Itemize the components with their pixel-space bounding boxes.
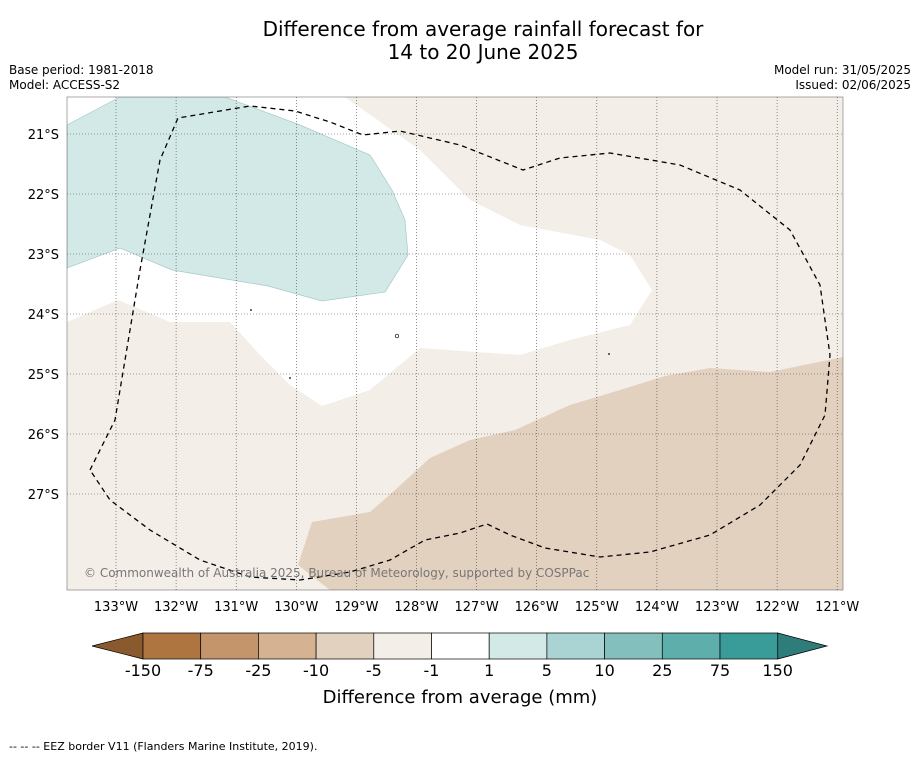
model-run-label: Model run: 31/05/2025 xyxy=(773,63,911,77)
colorbar-tick-label: 1 xyxy=(484,661,494,680)
chart-title: Difference from average rainfall forecas… xyxy=(0,18,919,64)
longitude-label: 128°W xyxy=(394,600,438,615)
longitude-label: 126°W xyxy=(515,600,559,615)
colorbar-swatch xyxy=(488,632,548,660)
longitude-label: 125°W xyxy=(575,600,619,615)
base-period-label: Base period: 1981-2018 xyxy=(9,63,154,77)
latitude-label: 26°S xyxy=(28,428,59,443)
meta-right: Model run: 31/05/2025 Issued: 02/06/2025 xyxy=(774,63,911,93)
colorbar-tick-label: -5 xyxy=(366,661,382,680)
graticule: 133°W 132°W 131°W 130°W 129°W 128°W 127°W 126°W… xyxy=(28,97,859,615)
colorbar-tick-label: 10 xyxy=(594,661,614,680)
longitude-label: 131°W xyxy=(214,600,258,615)
latitude-label: 23°S xyxy=(28,248,59,263)
colorbar-swatch xyxy=(315,632,375,660)
latitude-label: 25°S xyxy=(28,368,59,383)
colorbar-tick-label: 150 xyxy=(762,661,793,680)
latitude-label: 27°S xyxy=(28,488,59,503)
latitude-label: 24°S xyxy=(28,308,59,323)
colorbar: -150 -75 -25 -10 -5 -1 1 5 10 25 75 150 xyxy=(91,632,829,680)
colorbar-swatch xyxy=(719,632,779,660)
longitude-label: 129°W xyxy=(334,600,378,615)
colorbar-swatch xyxy=(431,632,490,660)
colorbar-tick-label: 75 xyxy=(710,661,730,680)
colorbar-tick-label: -75 xyxy=(188,661,214,680)
longitude-label: 124°W xyxy=(635,600,679,615)
copyright-text: © Commonwealth of Australia 2025, Bureau… xyxy=(84,566,589,580)
colorbar-title: Difference from average (mm) xyxy=(323,687,598,708)
colorbar-tick-label: -25 xyxy=(245,661,271,680)
colorbar-over-arrow xyxy=(777,632,829,660)
longitude-label: 132°W xyxy=(154,600,198,615)
longitude-label: 123°W xyxy=(695,600,739,615)
colorbar-swatch xyxy=(142,632,202,660)
longitude-label: 121°W xyxy=(815,600,859,615)
eez-border xyxy=(89,105,831,581)
colorbar-tick-label: -1 xyxy=(424,661,440,680)
colorbar-swatch xyxy=(258,632,317,660)
colorbar-tick-label: -150 xyxy=(125,661,161,680)
issued-label: Issued: 02/06/2025 xyxy=(795,78,911,92)
title-line-1: Difference from average rainfall forecas… xyxy=(262,17,704,41)
longitude-label: 133°W xyxy=(94,600,138,615)
latitude-label: 22°S xyxy=(28,188,59,203)
drier-than-average-zone xyxy=(298,357,843,590)
longitude-label: 127°W xyxy=(455,600,499,615)
title-line-2: 14 to 20 June 2025 xyxy=(387,40,579,64)
map-frame xyxy=(66,96,844,591)
map-area xyxy=(67,97,843,590)
colorbar-under-arrow xyxy=(91,632,144,660)
colorbar-swatch xyxy=(373,632,432,660)
colorbar-tick-label: -10 xyxy=(303,661,329,680)
meta-left: Base period: 1981-2018 Model: ACCESS-S2 xyxy=(9,63,154,93)
colorbar-swatch xyxy=(200,632,259,660)
latitude-label: 21°S xyxy=(28,128,59,143)
model-label: Model: ACCESS-S2 xyxy=(9,78,121,92)
colorbar-swatch xyxy=(661,632,721,660)
longitude-label: 130°W xyxy=(274,600,318,615)
colorbar-tick-label: 5 xyxy=(542,661,552,680)
land-specks xyxy=(250,309,610,379)
colorbar-swatch xyxy=(604,632,663,660)
wetter-than-average-zone xyxy=(67,97,409,302)
longitude-label: 122°W xyxy=(755,600,799,615)
colorbar-swatch xyxy=(546,632,605,660)
colorbar-tick-label: 25 xyxy=(652,661,672,680)
eez-footnote: -- -- -- EEZ border V11 (Flanders Marine… xyxy=(9,740,318,753)
